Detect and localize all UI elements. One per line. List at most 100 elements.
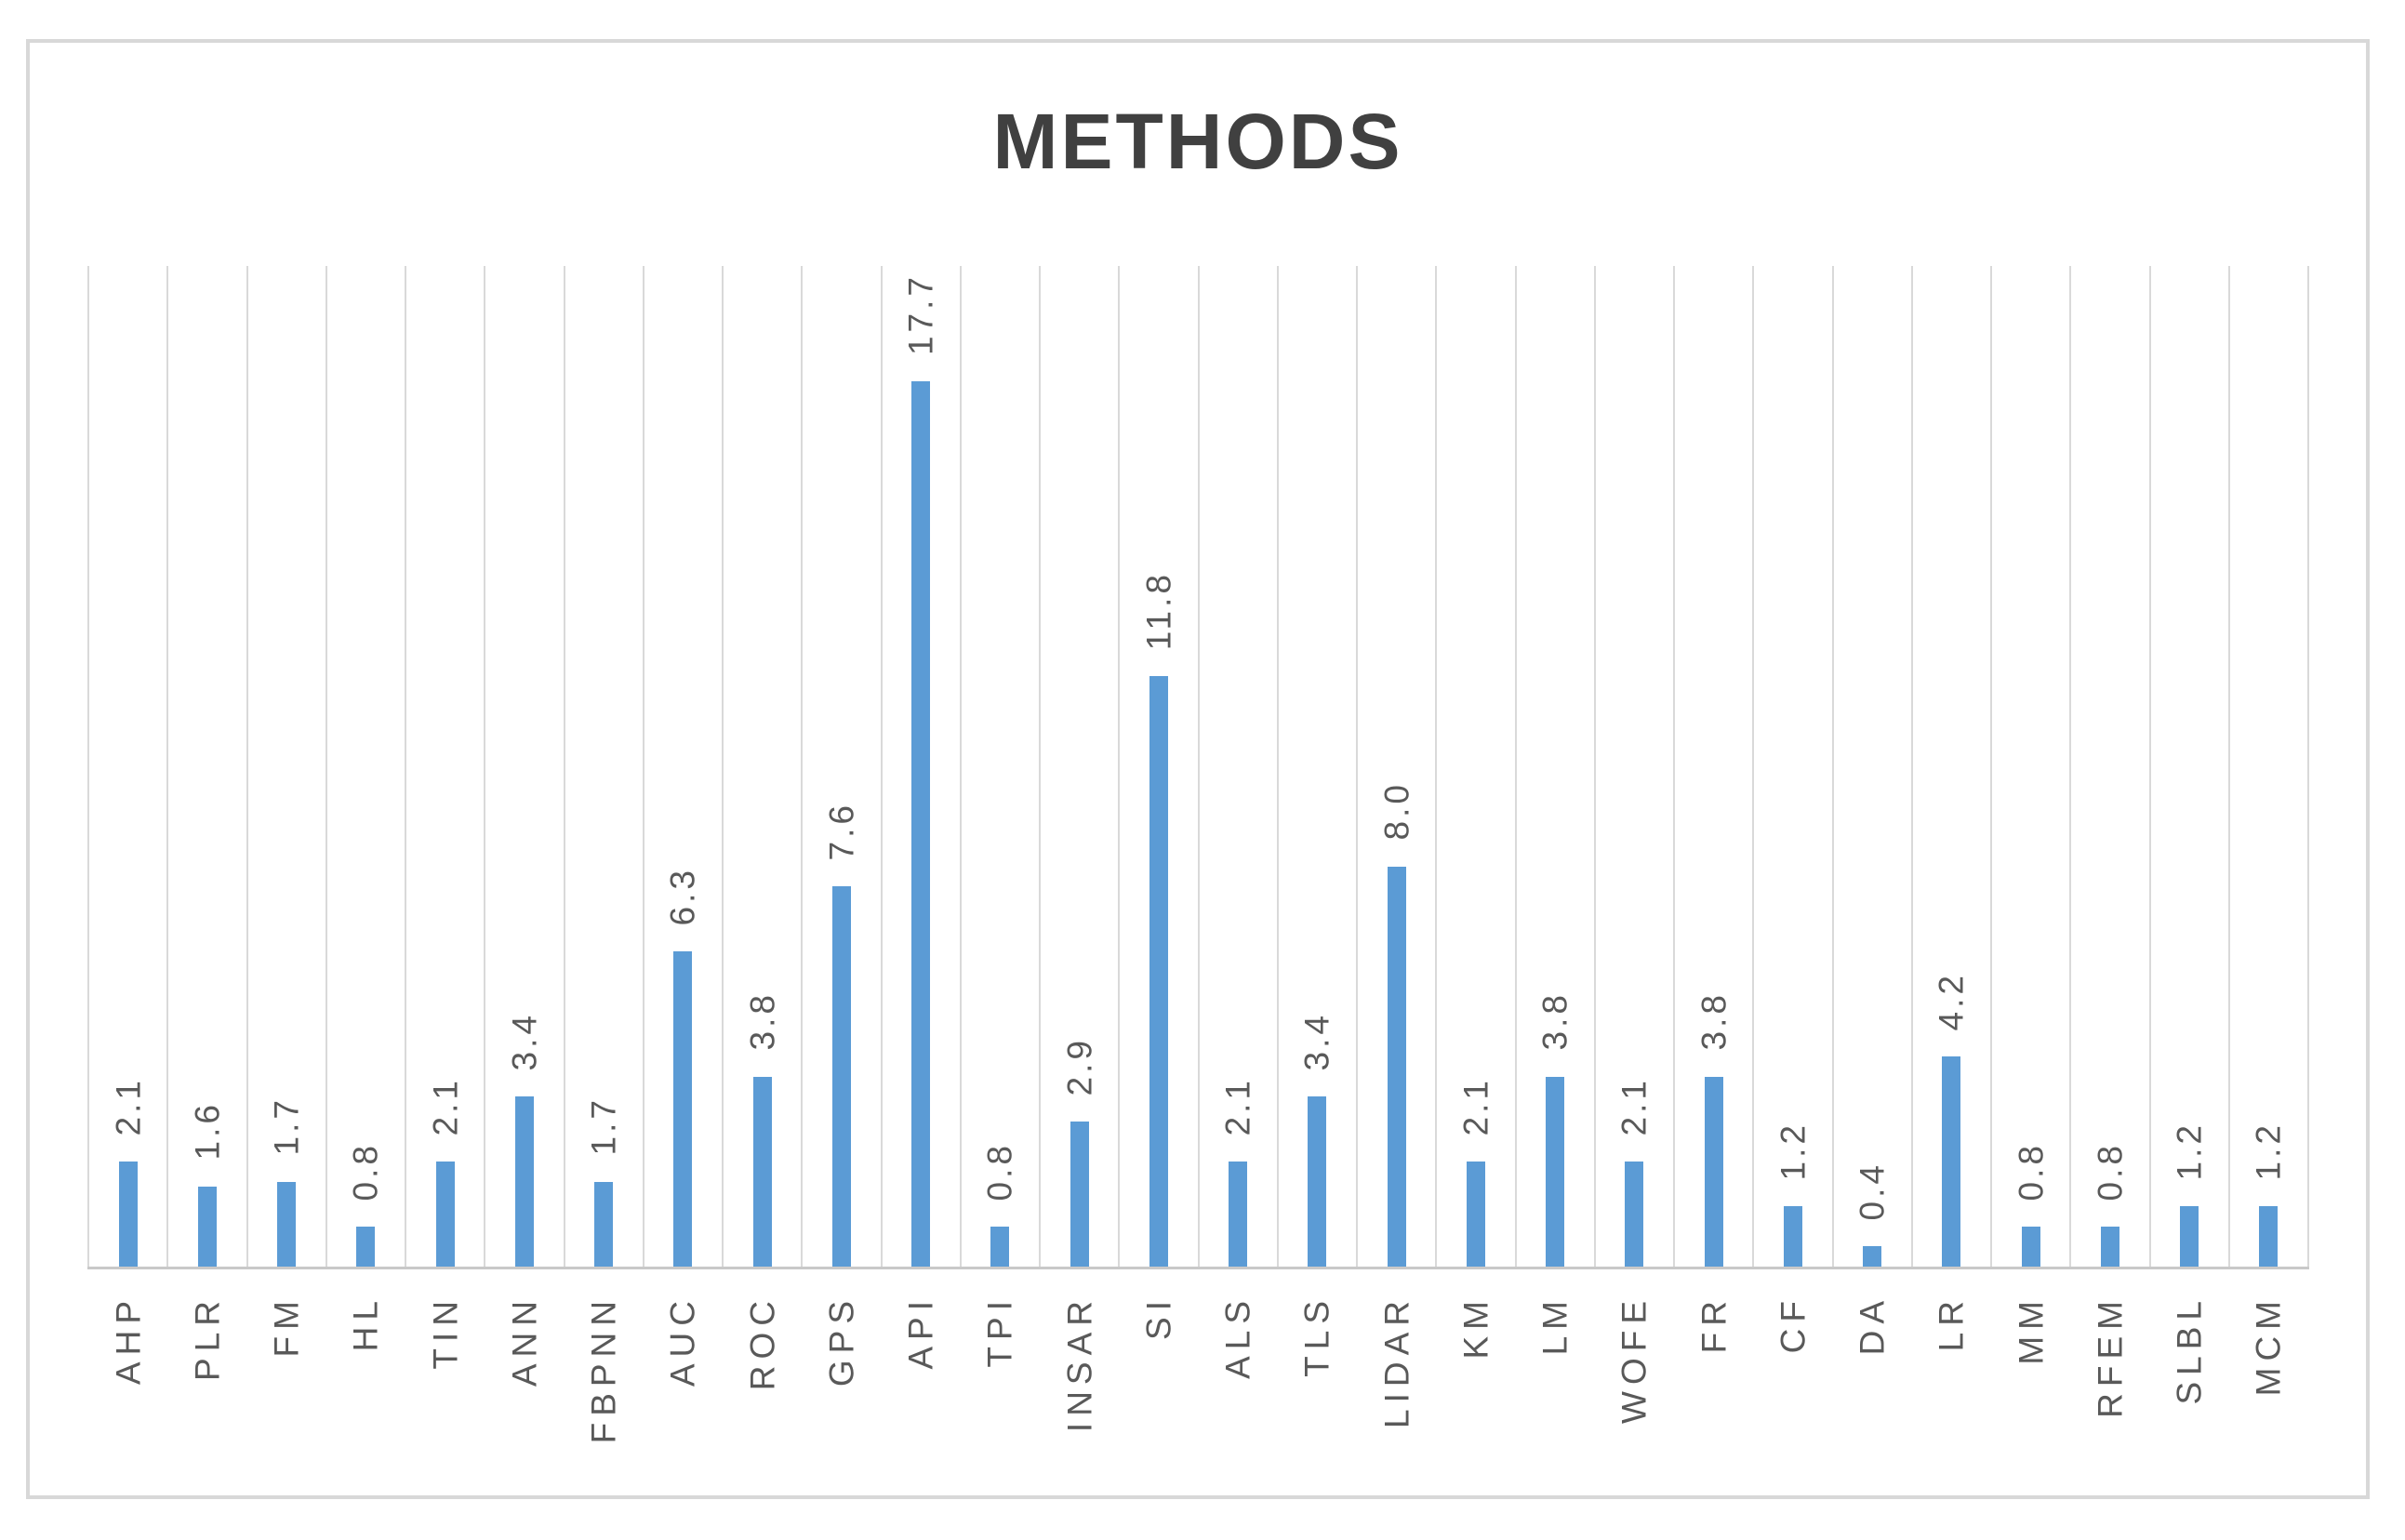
value-label-gps: 7.6 xyxy=(822,801,861,861)
value-label-si: 11.8 xyxy=(1139,570,1178,651)
bar-lm xyxy=(1546,1076,1565,1267)
value-label-mcm: 1.2 xyxy=(2249,1122,2288,1181)
gridline xyxy=(1197,266,1200,1267)
value-label-wofe: 2.1 xyxy=(1614,1076,1654,1136)
gridline xyxy=(563,266,565,1267)
bar-als xyxy=(1229,1162,1248,1267)
bar-mcm xyxy=(2259,1206,2279,1267)
gridline xyxy=(801,266,804,1267)
bar-km xyxy=(1466,1162,1485,1267)
x-axis-line xyxy=(87,1267,2309,1269)
bar-si xyxy=(1149,676,1168,1267)
gridline xyxy=(1276,266,1279,1267)
bar-lr xyxy=(1942,1056,1961,1267)
category-label-fm: FM xyxy=(267,1294,306,1358)
category-label-da: DA xyxy=(1853,1294,1892,1356)
category-label-als: ALS xyxy=(1218,1294,1257,1379)
value-label-tin: 2.1 xyxy=(426,1076,465,1136)
bar-fr xyxy=(1704,1076,1723,1267)
category-label-hl: HL xyxy=(346,1294,385,1352)
value-label-fm: 1.7 xyxy=(267,1096,306,1156)
gridline xyxy=(166,266,169,1267)
gridline xyxy=(2069,266,2072,1267)
category-label-si: SI xyxy=(1139,1294,1178,1340)
bar-cf xyxy=(1783,1206,1802,1267)
category-label-plr: PLR xyxy=(188,1294,227,1381)
category-label-lr: LR xyxy=(1932,1294,1971,1352)
bar-da xyxy=(1863,1246,1882,1267)
bar-ann xyxy=(514,1096,534,1267)
gridline xyxy=(2227,266,2230,1267)
gridline xyxy=(405,266,406,1267)
bar-lidar xyxy=(1387,866,1406,1267)
value-label-plr: 1.6 xyxy=(188,1101,227,1161)
bar-mm xyxy=(2021,1226,2040,1267)
gridline xyxy=(484,266,486,1267)
bar-wofe xyxy=(1625,1162,1644,1267)
value-label-api: 17.7 xyxy=(901,272,940,355)
gridline xyxy=(1514,266,1517,1267)
value-label-fr: 3.8 xyxy=(1694,991,1734,1051)
bar-auc xyxy=(673,951,693,1267)
gridline xyxy=(642,266,644,1267)
bar-roc xyxy=(752,1076,772,1267)
category-label-ahp: AHP xyxy=(109,1294,148,1386)
category-label-gps: GPS xyxy=(822,1294,861,1387)
value-label-slbl: 1.2 xyxy=(2170,1122,2209,1181)
category-label-auc: AUC xyxy=(663,1294,702,1387)
value-label-ann: 3.4 xyxy=(505,1011,544,1071)
value-label-hl: 0.8 xyxy=(346,1141,385,1201)
bar-rfem xyxy=(2100,1226,2119,1267)
value-label-mm: 0.8 xyxy=(2012,1141,2051,1201)
value-label-als: 2.1 xyxy=(1218,1076,1257,1136)
bar-slbl xyxy=(2180,1206,2199,1267)
bar-fm xyxy=(277,1181,297,1267)
gridline xyxy=(325,266,327,1267)
category-label-ann: ANN xyxy=(505,1294,544,1387)
value-label-insar: 2.9 xyxy=(1060,1036,1099,1095)
gridline xyxy=(246,266,248,1267)
category-label-mcm: MCM xyxy=(2249,1294,2288,1397)
gridline xyxy=(1910,266,1913,1267)
value-label-lr: 4.2 xyxy=(1932,971,1971,1031)
value-label-ahp: 2.1 xyxy=(109,1076,148,1136)
category-label-api: API xyxy=(901,1294,940,1370)
category-label-wofe: WOFE xyxy=(1614,1294,1654,1424)
category-label-lidar: LIDAR xyxy=(1377,1294,1416,1428)
bar-tpi xyxy=(990,1226,1010,1267)
category-label-km: KM xyxy=(1456,1294,1495,1360)
bar-plr xyxy=(197,1186,217,1267)
gridline xyxy=(880,266,883,1267)
category-label-fbpnn: FBPNN xyxy=(584,1294,623,1444)
bar-tls xyxy=(1308,1096,1327,1267)
gridline xyxy=(1039,266,1041,1267)
gridline xyxy=(1118,266,1121,1267)
value-label-tpi: 0.8 xyxy=(980,1141,1019,1201)
value-label-lidar: 8.0 xyxy=(1377,781,1416,841)
gridline xyxy=(1673,266,1675,1267)
gridline xyxy=(87,266,89,1267)
chart-title: METHODS xyxy=(992,98,1403,185)
bar-hl xyxy=(356,1226,376,1267)
bar-tin xyxy=(435,1162,455,1267)
bar-gps xyxy=(831,886,851,1267)
value-label-tls: 3.4 xyxy=(1297,1011,1336,1071)
category-label-tls: TLS xyxy=(1297,1294,1336,1377)
value-label-roc: 3.8 xyxy=(743,991,782,1051)
category-label-rfem: RFEM xyxy=(2091,1294,2130,1418)
category-label-slbl: SLBL xyxy=(2170,1294,2209,1405)
gridline xyxy=(2148,266,2151,1267)
value-label-lm: 3.8 xyxy=(1535,991,1575,1051)
gridline xyxy=(1752,266,1755,1267)
gridline xyxy=(1990,266,1992,1267)
category-label-insar: INSAR xyxy=(1060,1294,1099,1433)
category-label-fr: FR xyxy=(1694,1294,1734,1354)
gridline xyxy=(959,266,962,1267)
gridline xyxy=(1831,266,1834,1267)
gridline xyxy=(1356,266,1358,1267)
bar-fbpnn xyxy=(594,1181,614,1267)
value-label-fbpnn: 1.7 xyxy=(584,1096,623,1156)
category-label-roc: ROC xyxy=(743,1294,782,1391)
gridline xyxy=(1593,266,1596,1267)
